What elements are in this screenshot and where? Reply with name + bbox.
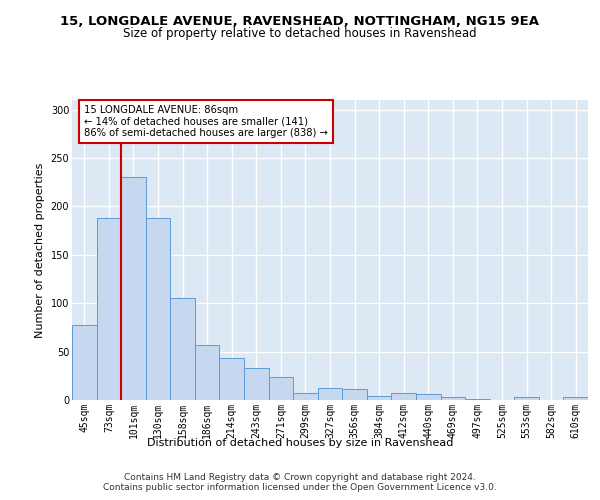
Text: 15 LONGDALE AVENUE: 86sqm
← 14% of detached houses are smaller (141)
86% of semi: 15 LONGDALE AVENUE: 86sqm ← 14% of detac… bbox=[84, 105, 328, 138]
Bar bbox=[391, 393, 416, 400]
Bar bbox=[465, 399, 490, 400]
Bar bbox=[244, 368, 269, 400]
Bar bbox=[416, 394, 440, 400]
Bar bbox=[72, 326, 97, 400]
Bar bbox=[269, 377, 293, 400]
Bar bbox=[367, 396, 391, 400]
Bar bbox=[293, 393, 318, 400]
Y-axis label: Number of detached properties: Number of detached properties bbox=[35, 162, 45, 338]
Bar bbox=[146, 218, 170, 400]
Bar bbox=[220, 358, 244, 400]
Text: Contains HM Land Registry data © Crown copyright and database right 2024.: Contains HM Land Registry data © Crown c… bbox=[124, 472, 476, 482]
Bar bbox=[121, 178, 146, 400]
Bar bbox=[342, 390, 367, 400]
Bar bbox=[563, 397, 588, 400]
Bar bbox=[97, 218, 121, 400]
Text: Size of property relative to detached houses in Ravenshead: Size of property relative to detached ho… bbox=[123, 28, 477, 40]
Bar bbox=[318, 388, 342, 400]
Text: Distribution of detached houses by size in Ravenshead: Distribution of detached houses by size … bbox=[147, 438, 453, 448]
Bar bbox=[514, 397, 539, 400]
Bar bbox=[440, 397, 465, 400]
Bar bbox=[170, 298, 195, 400]
Text: Contains public sector information licensed under the Open Government Licence v3: Contains public sector information licen… bbox=[103, 484, 497, 492]
Text: 15, LONGDALE AVENUE, RAVENSHEAD, NOTTINGHAM, NG15 9EA: 15, LONGDALE AVENUE, RAVENSHEAD, NOTTING… bbox=[61, 15, 539, 28]
Bar bbox=[195, 345, 220, 400]
